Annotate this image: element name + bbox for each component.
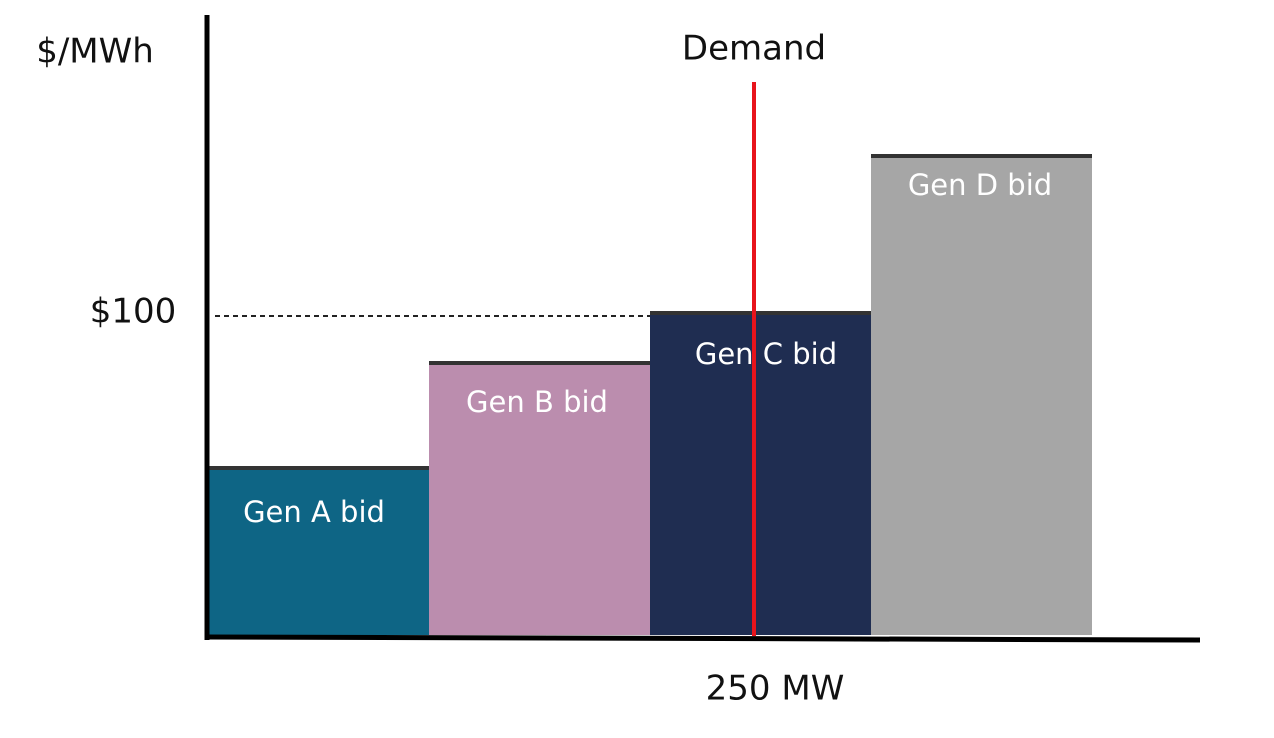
gen-b-block bbox=[429, 363, 650, 635]
gen-d-block bbox=[871, 156, 1092, 635]
gen-c-block bbox=[650, 313, 871, 635]
bid-label: Gen B bid bbox=[466, 385, 608, 419]
bid-label: Gen A bid bbox=[243, 495, 385, 529]
bid-label: Gen D bid bbox=[908, 168, 1052, 202]
x-axis bbox=[204, 634, 1201, 643]
bid-label: Gen C bid bbox=[695, 337, 837, 371]
demand-label: Demand bbox=[682, 29, 826, 69]
price-marker: $100 bbox=[90, 292, 177, 332]
y-axis-label: $/MWh bbox=[36, 32, 154, 72]
x-marker: 250 MW bbox=[706, 669, 845, 709]
gen-a-block bbox=[209, 468, 429, 635]
